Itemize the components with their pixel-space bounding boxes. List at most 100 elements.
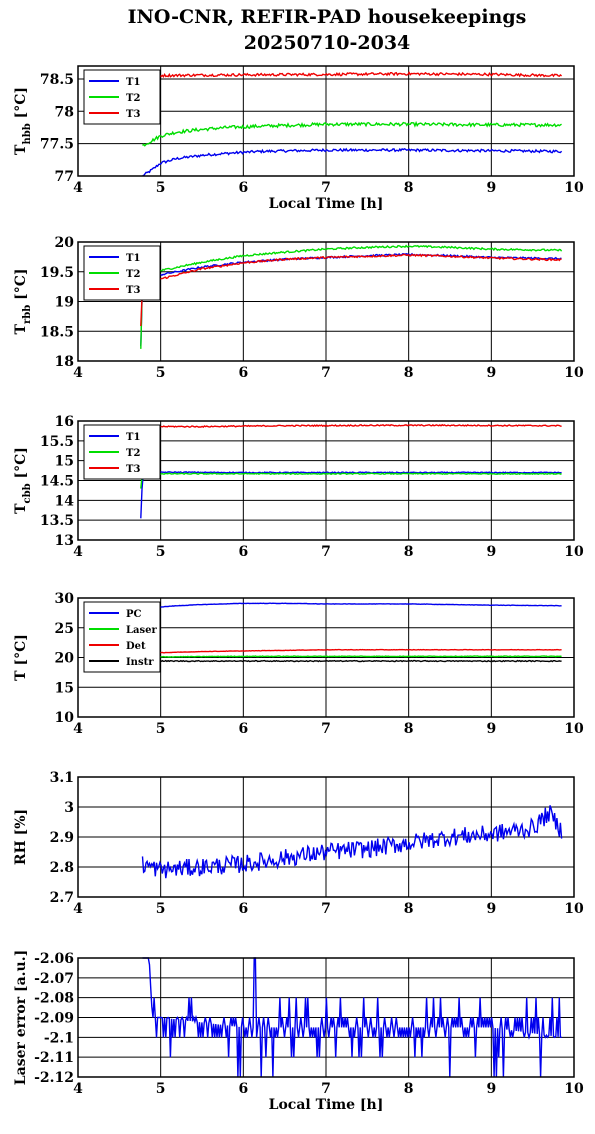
series-line-instr xyxy=(142,659,562,663)
y-tick-label: 20 xyxy=(55,651,75,667)
y-tick-label: 10 xyxy=(55,710,75,726)
x-tick-label: 7 xyxy=(321,365,331,381)
y-axis-label-main: T xyxy=(13,503,29,514)
y-tick-label: -2.08 xyxy=(34,991,74,1007)
x-tick-label: 4 xyxy=(73,901,83,917)
y-tick-label: 18.5 xyxy=(40,324,74,340)
x-tick-label: 10 xyxy=(564,721,584,737)
legend-entry: Det xyxy=(126,641,146,652)
legend: T1 T2 T3 xyxy=(83,424,161,480)
x-tick-label: 9 xyxy=(486,901,496,917)
x-tick-label: 6 xyxy=(238,544,248,560)
x-tick-label: 8 xyxy=(404,721,414,737)
x-tick-label: 7 xyxy=(321,1081,331,1097)
x-tick-label: 9 xyxy=(486,1081,496,1097)
y-tick-label: 13.5 xyxy=(40,513,74,529)
y-tick-label: 14.5 xyxy=(40,474,74,490)
x-tick-label: 4 xyxy=(73,721,83,737)
y-tick-label: -2.09 xyxy=(34,1011,74,1027)
y-tick-label: 16 xyxy=(55,414,74,430)
series-line-5 xyxy=(141,805,563,879)
x-axis-label: Local Time [h] xyxy=(269,1097,384,1113)
plot-frame xyxy=(77,776,575,898)
plot-frame xyxy=(77,241,575,362)
y-tick-label: 77 xyxy=(55,169,74,185)
y-tick-label: 20 xyxy=(55,235,75,251)
y-tick-label: 2.9 xyxy=(50,830,74,846)
x-tick-label: 9 xyxy=(486,721,496,737)
chart-panel-4: 4 5 6 7 8 9 10 10 15 20 25 30 PC Laser Det Instr T [°C] xyxy=(13,591,584,737)
legend-entry: T3 xyxy=(126,285,140,296)
y-tick-label: 19.5 xyxy=(40,265,74,281)
y-axis-label: Thbb [°C] xyxy=(13,87,33,155)
y-tick-label: 15 xyxy=(55,454,74,470)
legend: T1 T2 T3 xyxy=(83,69,161,125)
x-tick-label: 7 xyxy=(321,544,331,560)
legend: PC Laser Det Instr xyxy=(83,601,161,673)
series-line-det xyxy=(142,648,562,655)
x-tick-label: 9 xyxy=(486,365,496,381)
chart-panel-5: 4 5 6 7 8 9 10 2.7 2.8 2.9 3 3.1 RH [%] xyxy=(13,770,584,917)
x-tick-label: 9 xyxy=(486,544,496,560)
y-axis-label-unit: [°C] xyxy=(13,87,29,123)
legend-entry: T2 xyxy=(126,448,140,459)
series-line-t3 xyxy=(140,253,562,327)
y-axis-label-main: RH [%] xyxy=(13,809,29,865)
legend-entry: T3 xyxy=(126,109,140,120)
x-tick-label: 5 xyxy=(156,1081,166,1097)
x-tick-label: 8 xyxy=(404,901,414,917)
series-line-laser xyxy=(142,654,562,658)
x-tick-label: 7 xyxy=(321,901,331,917)
y-axis-label-main: T xyxy=(13,144,29,155)
y-axis-label: RH [%] xyxy=(13,809,29,865)
x-axis-label: Local Time [h] xyxy=(269,196,384,212)
x-tick-label: 8 xyxy=(404,544,414,560)
x-tick-label: 6 xyxy=(238,180,248,196)
y-tick-label: 14 xyxy=(55,493,75,509)
y-axis-label: T [°C] xyxy=(13,634,29,681)
figure-subtitle: 20250710-2034 xyxy=(244,32,411,54)
legend-entry: T2 xyxy=(126,269,140,280)
y-axis-label-unit: [°C] xyxy=(13,447,29,483)
x-tick-label: 10 xyxy=(564,180,584,196)
y-axis-label-unit: [°C] xyxy=(13,269,29,305)
series-line-t3 xyxy=(142,71,563,78)
plot-frame xyxy=(77,420,575,541)
x-tick-label: 7 xyxy=(321,180,331,196)
y-tick-label: 3.1 xyxy=(50,770,74,786)
legend-entry: Instr xyxy=(126,657,154,668)
y-tick-label: 15.5 xyxy=(40,434,74,450)
x-tick-label: 5 xyxy=(156,180,166,196)
legend-entry: T1 xyxy=(126,253,140,264)
x-tick-label: 10 xyxy=(564,544,584,560)
y-tick-label: 13 xyxy=(55,533,74,549)
y-tick-label: 77.5 xyxy=(40,137,74,153)
x-tick-label: 8 xyxy=(404,180,414,196)
y-axis-label-sub: hbb xyxy=(22,123,33,144)
chart-panel-3: 4 5 6 7 8 9 10 13 13.5 14 14.5 15 15.5 16 T1 T2 T3 Tcbb [… xyxy=(13,414,584,560)
y-tick-label: 78 xyxy=(55,104,74,120)
series-line-t3 xyxy=(144,423,562,428)
y-tick-label: -2.11 xyxy=(34,1050,74,1066)
legend-entry: T1 xyxy=(126,77,140,88)
y-tick-label: 2.8 xyxy=(50,860,74,876)
x-tick-label: 10 xyxy=(564,1081,584,1097)
y-tick-label: -2.12 xyxy=(34,1070,74,1086)
series-line-6 xyxy=(142,957,562,1078)
y-tick-label: 18 xyxy=(55,354,74,370)
chart-panel-6: 4 5 6 7 8 9 10 -2.12 -2.11 -2.1 -2.09 -2.08 -2.07 -2.… xyxy=(13,950,584,1113)
y-tick-label: -2.06 xyxy=(34,951,74,967)
x-tick-label: 5 xyxy=(156,544,166,560)
x-tick-label: 5 xyxy=(156,901,166,917)
y-tick-label: 2.7 xyxy=(50,890,74,906)
y-tick-label: 3 xyxy=(64,800,74,816)
legend: T1 T2 T3 xyxy=(83,245,161,301)
legend-entry: T3 xyxy=(126,464,140,475)
series-line-t1 xyxy=(140,470,562,519)
x-tick-label: 4 xyxy=(73,544,83,560)
y-axis-label: Laser error [a.u.] xyxy=(13,950,29,1085)
series-line-t2 xyxy=(142,120,562,147)
legend-entry: T2 xyxy=(126,93,140,104)
series-line-t1 xyxy=(142,147,563,177)
